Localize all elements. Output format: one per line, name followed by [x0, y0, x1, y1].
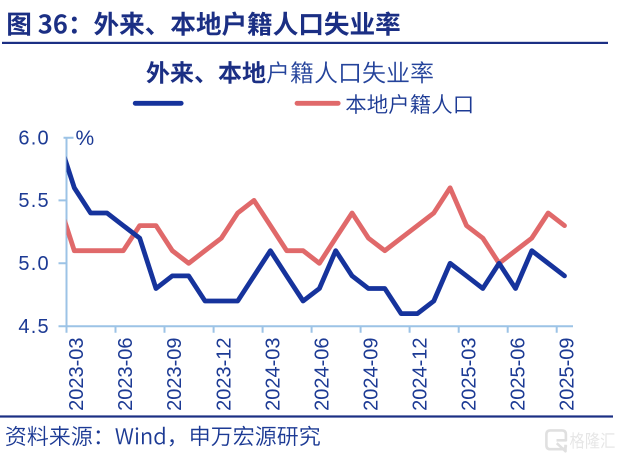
svg-text:%: % — [76, 127, 95, 150]
svg-text:2025-03: 2025-03 — [458, 338, 480, 411]
svg-text:2023-03: 2023-03 — [66, 338, 88, 411]
svg-text:2023-12: 2023-12 — [213, 338, 235, 411]
svg-text:2025-09: 2025-09 — [556, 338, 578, 411]
svg-text:2024-12: 2024-12 — [409, 338, 431, 411]
svg-text:4.5: 4.5 — [18, 316, 49, 338]
svg-text:5.0: 5.0 — [18, 253, 49, 275]
svg-text:2025-06: 2025-06 — [507, 338, 529, 411]
svg-text:6.0: 6.0 — [18, 128, 49, 150]
svg-text:2024-03: 2024-03 — [262, 338, 284, 411]
svg-text:2024-06: 2024-06 — [311, 338, 333, 411]
svg-text:5.5: 5.5 — [18, 190, 49, 212]
svg-text:2023-06: 2023-06 — [115, 338, 137, 411]
svg-text:2024-09: 2024-09 — [360, 338, 382, 411]
svg-text:2023-09: 2023-09 — [164, 338, 186, 411]
